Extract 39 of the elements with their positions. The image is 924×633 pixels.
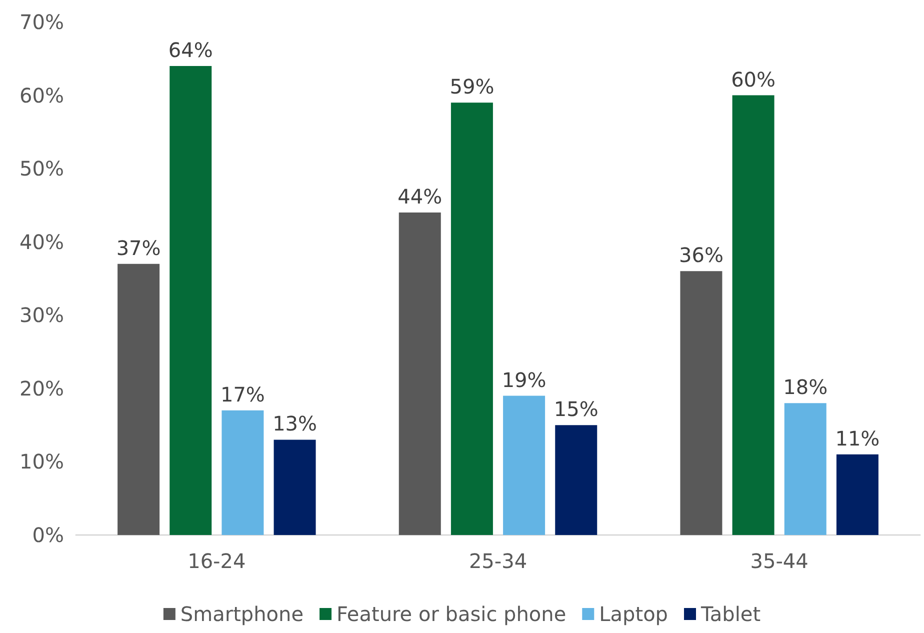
- data-label: 17%: [220, 382, 265, 406]
- bar: [222, 410, 264, 535]
- y-tick-label: 0%: [32, 523, 64, 547]
- data-label: 15%: [554, 397, 598, 422]
- legend-label: Laptop: [599, 602, 668, 626]
- bar: [274, 440, 316, 535]
- bar: [680, 271, 722, 535]
- y-tick-label: 30%: [20, 303, 64, 328]
- bar: [170, 66, 212, 535]
- legend-label: Smartphone: [180, 602, 304, 626]
- y-tick-label: 50%: [20, 156, 64, 181]
- bar: [836, 454, 878, 535]
- legend-label: Tablet: [700, 602, 761, 626]
- data-label: 44%: [398, 184, 442, 209]
- bar: [450, 102, 493, 535]
- data-label: 60%: [731, 67, 776, 92]
- bar: [784, 403, 826, 535]
- data-label: 64%: [168, 38, 213, 62]
- x-tick-label: 35-44: [750, 549, 808, 573]
- data-label: 11%: [835, 426, 880, 450]
- data-label: 18%: [783, 375, 828, 400]
- legend-label: Feature or basic phone: [336, 602, 566, 626]
- bar: [398, 212, 441, 535]
- data-label: 37%: [116, 236, 161, 260]
- y-tick-label: 20%: [20, 376, 64, 400]
- data-label: 36%: [678, 243, 724, 268]
- bar: [118, 264, 160, 535]
- y-tick-label: 60%: [20, 83, 64, 108]
- y-tick-label: 70%: [20, 10, 64, 34]
- y-tick-label: 40%: [20, 230, 64, 254]
- bar: [555, 425, 598, 535]
- x-tick-label: 16-24: [188, 549, 246, 573]
- bar: [503, 396, 546, 535]
- data-label: 19%: [502, 368, 546, 392]
- bar: [732, 95, 774, 535]
- y-tick-label: 10%: [20, 450, 64, 474]
- data-label: 13%: [272, 412, 318, 436]
- x-tick-label: 25-34: [468, 549, 528, 573]
- data-label: 59%: [450, 74, 494, 99]
